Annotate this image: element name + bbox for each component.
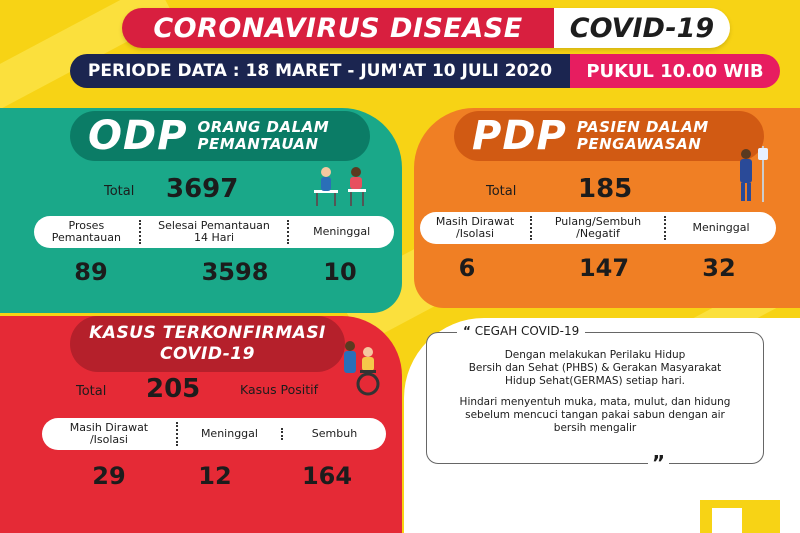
kasus-value: 164 xyxy=(301,462,353,490)
pdp-value: 32 xyxy=(702,254,736,282)
kasus-title-line2: COVID-19 xyxy=(160,344,255,364)
pdp-total-value: 185 xyxy=(578,174,633,204)
odp-col-label: Meninggal xyxy=(313,225,371,238)
page-title: CORONAVIRUS DISEASE xyxy=(122,8,554,48)
cegah-para2: Hindari menyentuh muka, mata, mulut, dan… xyxy=(459,396,731,434)
odp-total-label: Total xyxy=(104,184,135,199)
odp-value: 10 xyxy=(323,258,357,286)
pdp-col-label: Pulang/Sembuh/Negatif xyxy=(532,216,666,240)
period-text: PERIODE DATA : 18 MARET - JUM'AT 10 JULI… xyxy=(70,54,570,88)
pdp-sub-bar: Masih Dirawat/Isolasi Pulang/Sembuh/Nega… xyxy=(420,212,776,244)
odp-col-label: Selesai Pemantauan 14 Hari xyxy=(141,220,290,244)
odp-sub-bar: Proses Pemantauan Selesai Pemantauan 14 Ha… xyxy=(34,216,394,248)
patient-iv-icon xyxy=(740,146,768,202)
kasus-col-label: Sembuh xyxy=(311,427,358,440)
pdp-desc: PASIEN DALAM PENGAWASAN xyxy=(577,119,709,153)
pdp-col-label: Masih Dirawat/Isolasi xyxy=(420,216,532,240)
cegah-box: “ CEGAH COVID-19 Dengan melakukan Perila… xyxy=(426,324,764,475)
title-bar: CORONAVIRUS DISEASE COVID-19 xyxy=(122,8,730,48)
pdp-card: PDP PASIEN DALAM PENGAWASAN Total 185 Ma… xyxy=(414,108,800,308)
odp-total-value: 3697 xyxy=(166,174,239,204)
time-text: PUKUL 10.00 WIB xyxy=(570,54,780,88)
pdp-total-label: Total xyxy=(486,184,517,199)
deco-shape xyxy=(712,508,742,533)
kasus-positive-label: Kasus Positif xyxy=(240,382,319,397)
pdp-value: 147 xyxy=(578,254,630,282)
pdp-value: 6 xyxy=(458,254,476,282)
kasus-card: KASUS TERKONFIRMASI COVID-19 Total 205 K… xyxy=(0,316,402,533)
kasus-header: KASUS TERKONFIRMASI COVID-19 xyxy=(70,316,345,372)
page-subtitle: COVID-19 xyxy=(554,8,730,48)
pdp-col-label: Meninggal xyxy=(692,221,750,234)
period-bar: PERIODE DATA : 18 MARET - JUM'AT 10 JULI… xyxy=(70,54,780,88)
pdp-header: PDP PASIEN DALAM PENGAWASAN xyxy=(454,111,764,161)
close-quote: ” xyxy=(647,451,669,475)
open-quote: “ xyxy=(463,324,471,338)
pdp-abbr: PDP xyxy=(472,113,567,159)
odp-abbr: ODP xyxy=(88,113,188,159)
cegah-para1: Dengan melakukan Perilaku Hidup Bersih d… xyxy=(468,349,722,387)
kasus-sub-bar: Masih Dirawat/Isolasi Meninggal Sembuh xyxy=(42,418,386,450)
pdp-desc-line1: PASIEN DALAM xyxy=(576,118,709,136)
odp-desc-line2: PEMANTAUAN xyxy=(197,135,319,153)
cegah-title-text: CEGAH COVID-19 xyxy=(474,324,580,338)
odp-value: 3598 xyxy=(201,258,269,286)
odp-value: 89 xyxy=(74,258,108,286)
odp-header: ODP ORANG DALAM PEMANTAUAN xyxy=(70,111,370,161)
pdp-desc-line2: PENGAWASAN xyxy=(576,135,702,153)
cegah-title: “ CEGAH COVID-19 xyxy=(457,324,586,338)
odp-card: ODP ORANG DALAM PEMANTAUAN Total 3697 Pr… xyxy=(0,108,402,313)
doctor-patient-icon xyxy=(314,167,366,206)
kasus-value: 29 xyxy=(92,462,126,490)
kasus-col-label: Meninggal xyxy=(178,428,283,440)
kasus-col-label: Masih Dirawat/Isolasi xyxy=(42,422,178,446)
kasus-value: 12 xyxy=(198,462,232,490)
odp-desc: ORANG DALAM PEMANTAUAN xyxy=(198,119,330,153)
kasus-total-value: 205 xyxy=(146,374,201,404)
kasus-title-line1: KASUS TERKONFIRMASI xyxy=(89,323,326,343)
wheelchair-patient-icon xyxy=(344,341,380,396)
odp-col-label: Proses Pemantauan xyxy=(34,220,141,244)
kasus-total-label: Total xyxy=(76,384,107,399)
odp-desc-line1: ORANG DALAM xyxy=(197,118,330,136)
